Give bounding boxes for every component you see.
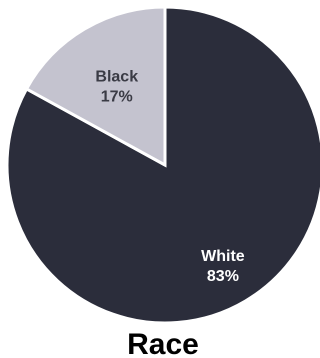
slice-label-white: White	[201, 248, 245, 265]
chart-title: Race	[127, 328, 199, 358]
slice-label-black: Black	[95, 68, 138, 85]
slice-value-black: 17%	[101, 88, 133, 105]
pie-labels: White 83% Black 17%	[95, 68, 244, 285]
pie-slices	[5, 5, 320, 325]
slice-value-white: 83%	[207, 268, 239, 285]
pie-slice-black	[24, 5, 167, 168]
